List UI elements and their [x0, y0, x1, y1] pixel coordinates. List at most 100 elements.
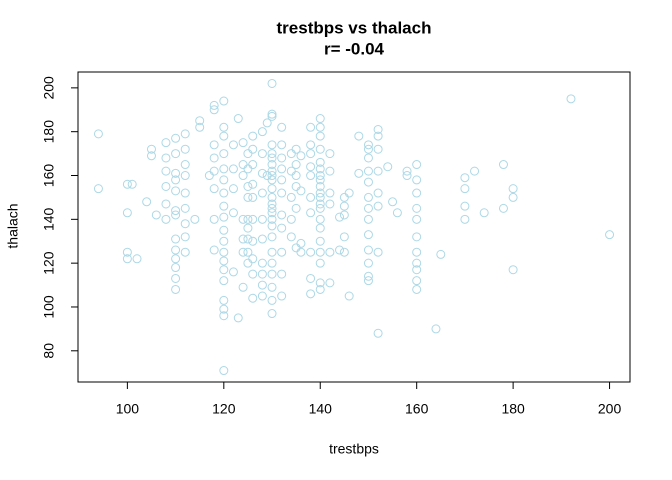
point [315, 144, 325, 154]
point [325, 199, 335, 209]
point [257, 269, 267, 279]
point [238, 171, 248, 181]
point [228, 208, 238, 218]
point [508, 184, 518, 194]
point [315, 284, 325, 294]
point [315, 223, 325, 233]
point [267, 149, 277, 159]
point [171, 263, 181, 273]
point [344, 291, 354, 301]
point [171, 254, 181, 264]
point [267, 221, 277, 231]
point [257, 291, 267, 301]
point [373, 328, 383, 338]
point [306, 149, 316, 159]
point [209, 166, 219, 176]
point [219, 175, 229, 185]
point [373, 188, 383, 198]
point [412, 265, 422, 275]
point [306, 208, 316, 218]
point [151, 210, 161, 220]
y-tick-label: 100 [41, 295, 57, 319]
point [93, 184, 103, 194]
point [277, 269, 287, 279]
point [209, 140, 219, 150]
point [171, 175, 181, 185]
point [243, 192, 253, 202]
point [180, 247, 190, 257]
point [315, 199, 325, 209]
point [171, 206, 181, 216]
point [267, 214, 277, 224]
point [228, 267, 238, 277]
y-axis-label: thalach [5, 203, 21, 248]
point [161, 181, 171, 191]
point [315, 131, 325, 141]
point [257, 280, 267, 290]
point [238, 214, 248, 224]
point [277, 164, 287, 174]
point [373, 131, 383, 141]
point [219, 311, 229, 321]
point [412, 232, 422, 242]
point [267, 282, 277, 292]
point [315, 157, 325, 167]
point [363, 153, 373, 163]
point [325, 188, 335, 198]
x-tick-label: 120 [212, 401, 236, 417]
point [344, 188, 354, 198]
point [209, 153, 219, 163]
point [267, 109, 277, 119]
point [257, 168, 267, 178]
point [373, 247, 383, 257]
point [195, 122, 205, 132]
point [306, 171, 316, 181]
point [248, 144, 258, 154]
point [412, 276, 422, 286]
point [354, 168, 364, 178]
point [262, 118, 272, 128]
point [219, 131, 229, 141]
point [277, 153, 287, 163]
point [306, 122, 316, 132]
point [267, 247, 277, 257]
point [190, 214, 200, 224]
point [296, 151, 306, 161]
point [219, 295, 229, 305]
point [335, 212, 345, 222]
point [171, 186, 181, 196]
point [363, 166, 373, 176]
point [243, 247, 253, 257]
point [363, 245, 373, 255]
point [243, 181, 253, 191]
point [161, 153, 171, 163]
point [566, 94, 576, 104]
point [257, 214, 267, 224]
point [306, 247, 316, 257]
point [195, 116, 205, 126]
point [277, 210, 287, 220]
point [248, 192, 258, 202]
point [248, 269, 258, 279]
point [228, 184, 238, 194]
point [315, 164, 325, 174]
point [267, 295, 277, 305]
point [479, 208, 489, 218]
point [315, 175, 325, 185]
point [315, 236, 325, 246]
point [363, 276, 373, 286]
point [248, 214, 258, 224]
point [180, 219, 190, 229]
point [180, 129, 190, 139]
point [363, 230, 373, 240]
point [132, 254, 142, 264]
point [161, 214, 171, 224]
point [296, 247, 306, 257]
point [291, 171, 301, 181]
point [248, 254, 258, 264]
point [306, 162, 316, 172]
point [460, 173, 470, 183]
point [171, 133, 181, 143]
point [248, 160, 258, 170]
